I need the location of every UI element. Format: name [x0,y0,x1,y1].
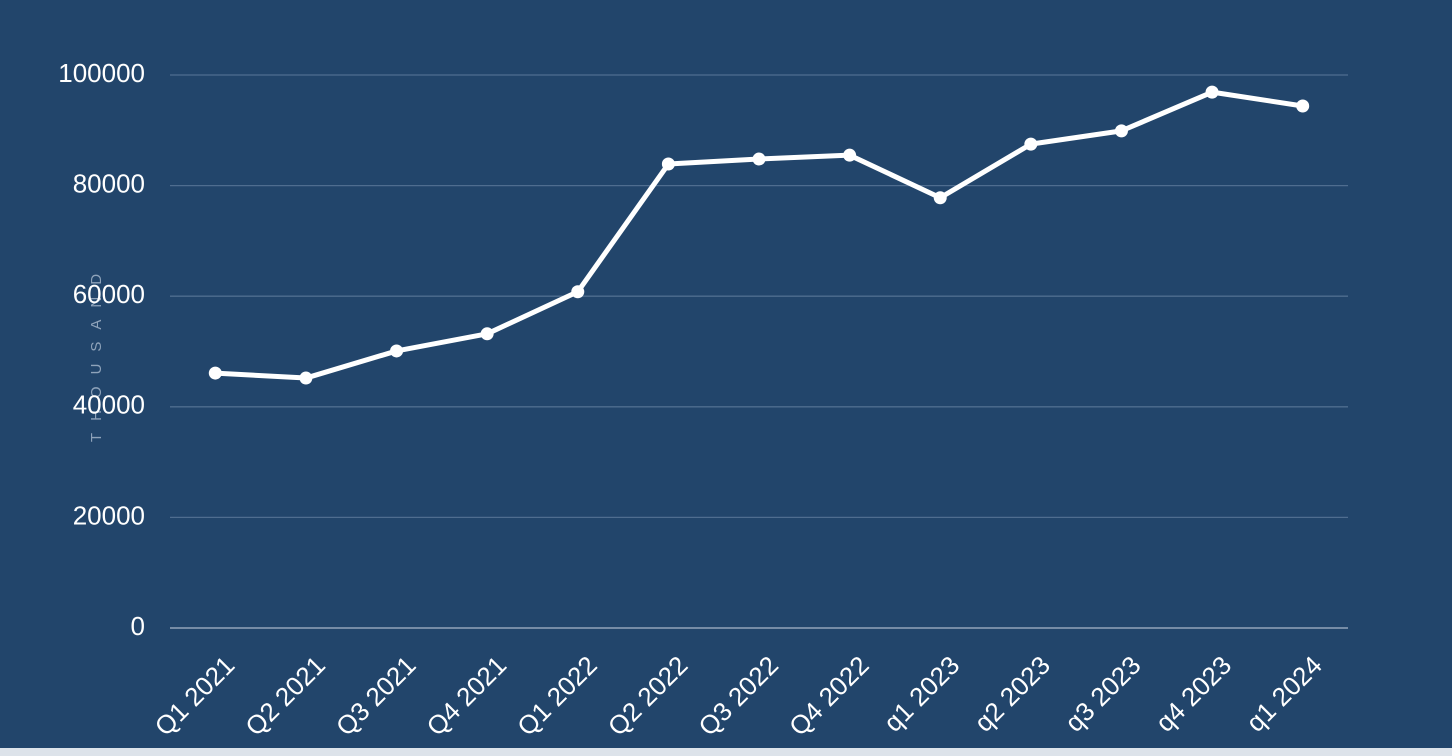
point [1114,124,1128,138]
point [1296,99,1310,113]
y-tick-label: 80000 [73,168,145,198]
y-tick-label: 100000 [58,58,145,88]
point [933,191,947,205]
bottom-strip [0,748,1452,756]
y-tick-label: 40000 [73,390,145,420]
point [661,157,675,171]
point [571,285,585,299]
y-axis-title: THOUSAND [88,262,105,442]
point [1205,85,1219,99]
y-tick-label: 60000 [73,279,145,309]
point [299,371,313,385]
point [480,327,494,341]
point [843,148,857,162]
point [752,152,766,166]
point [390,344,404,358]
y-tick-label: 0 [131,611,145,641]
y-tick-label: 20000 [73,500,145,530]
point [1024,137,1038,151]
point [208,366,222,380]
